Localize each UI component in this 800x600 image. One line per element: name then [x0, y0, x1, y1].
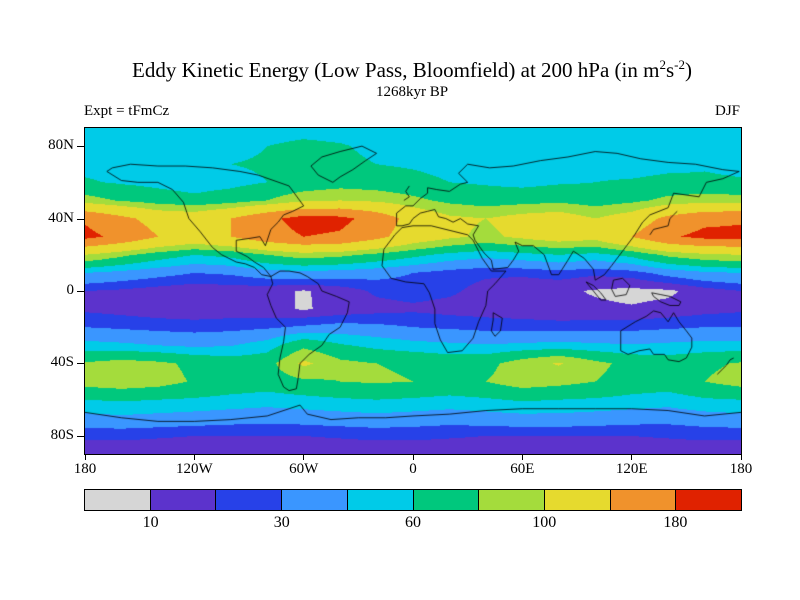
colorbar-label: 60 — [405, 514, 421, 531]
colorbar-swatch — [346, 490, 413, 510]
x-tick-mark — [303, 455, 305, 460]
colorbar-label: 100 — [532, 514, 557, 531]
experiment-label: Expt = tFmCz — [84, 103, 170, 119]
x-tick-label: 120W — [175, 461, 213, 477]
y-tick-label: 40N — [48, 209, 74, 226]
title-superscript: -2 — [674, 57, 685, 72]
y-tick-mark — [77, 435, 84, 437]
title-superscript: 2 — [659, 57, 666, 72]
x-tick-mark — [412, 455, 414, 460]
y-tick-mark — [77, 291, 84, 292]
map-canvas — [85, 128, 741, 454]
colorbar-label: 10 — [142, 514, 159, 531]
y-tick-label: 0 — [66, 282, 75, 298]
colorbar-swatch — [543, 490, 610, 510]
colorbar-swatch — [675, 490, 742, 510]
x-tick-label: 0 — [409, 461, 417, 477]
colorbar-swatch — [215, 490, 282, 510]
chart-title: Eddy Kinetic Energy (Low Pass, Bloomfiel… — [12, 57, 800, 83]
y-tick-label: 80S — [50, 426, 74, 443]
colorbar-label: 180 — [663, 514, 688, 531]
x-tick-mark — [84, 455, 86, 460]
title-text: s — [665, 58, 675, 82]
x-tick-mark — [631, 455, 633, 460]
colorbar-swatch — [85, 490, 150, 510]
x-tick-label: 60W — [289, 461, 319, 477]
colorbar-swatch — [412, 490, 479, 510]
y-tick-mark — [77, 146, 84, 148]
colorbar-swatch — [281, 490, 347, 510]
y-tick-label: 80N — [48, 137, 74, 154]
y-tick-mark — [77, 363, 84, 365]
title-text: Eddy Kinetic Energy (Low Pass, Bloomfiel… — [132, 58, 660, 82]
season-label: DJF — [714, 103, 740, 119]
colorbar-swatch — [149, 490, 216, 510]
x-tick-label: 180 — [73, 461, 97, 477]
title-text: ) — [684, 58, 692, 82]
chart-subtitle: 1268kyr BP — [375, 84, 449, 100]
colorbar-label: 30 — [273, 514, 290, 531]
colorbar-swatch — [609, 490, 676, 510]
y-tick-mark — [77, 218, 84, 220]
x-tick-label: 120E — [615, 461, 648, 477]
y-tick-label: 40S — [50, 354, 74, 371]
x-tick-mark — [740, 455, 742, 460]
x-tick-mark — [521, 455, 523, 460]
x-tick-label: 180 — [729, 461, 753, 477]
map-plot-frame — [84, 127, 742, 455]
colorbar — [84, 489, 742, 511]
colorbar-swatch — [478, 490, 544, 510]
x-tick-label: 60E — [510, 461, 535, 477]
x-tick-mark — [193, 455, 195, 460]
